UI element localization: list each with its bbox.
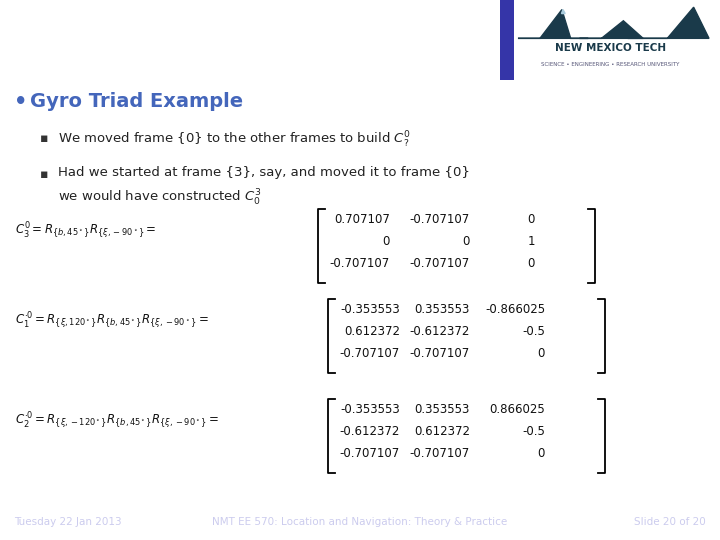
Text: SCIENCE • ENGINEERING • RESEARCH UNIVERSITY: SCIENCE • ENGINEERING • RESEARCH UNIVERS… <box>541 62 680 68</box>
Text: -0.5: -0.5 <box>522 325 545 338</box>
Text: -0.707107: -0.707107 <box>330 257 390 270</box>
Polygon shape <box>562 10 565 14</box>
Text: -0.707107: -0.707107 <box>410 447 470 460</box>
Text: 0.612372: 0.612372 <box>414 425 470 438</box>
Text: -0.707107: -0.707107 <box>410 257 470 270</box>
Text: 0: 0 <box>538 447 545 460</box>
Text: ▪: ▪ <box>40 168 48 181</box>
Text: -0.707107: -0.707107 <box>340 347 400 360</box>
Text: Kinematics – Fixed vs Relative axis rotations: An Example: Kinematics – Fixed vs Relative axis rota… <box>7 52 390 65</box>
Text: Slide 20 of 20: Slide 20 of 20 <box>634 517 706 528</box>
Text: 0.707107: 0.707107 <box>334 213 390 226</box>
Text: 0.353553: 0.353553 <box>415 303 470 316</box>
Text: We moved frame {0} to the other frames to build $C_?^0$: We moved frame {0} to the other frames t… <box>58 130 411 150</box>
Text: -0.866025: -0.866025 <box>485 303 545 316</box>
Text: 0.612372: 0.612372 <box>344 325 400 338</box>
Text: -0.707107: -0.707107 <box>410 347 470 360</box>
Text: NMT EE 570: Location and Navigation: Theory & Practice: NMT EE 570: Location and Navigation: The… <box>212 517 508 528</box>
Text: -0.612372: -0.612372 <box>410 325 470 338</box>
Text: 1: 1 <box>528 235 535 248</box>
Text: $C_3^0 = R_{\{b,45^\circ\}}R_{\{\xi,-90^\circ\}} = $: $C_3^0 = R_{\{b,45^\circ\}}R_{\{\xi,-90^… <box>15 220 156 240</box>
Polygon shape <box>580 21 643 38</box>
Text: 0.353553: 0.353553 <box>415 403 470 416</box>
Text: we would have constructed $C_0^3$: we would have constructed $C_0^3$ <box>58 188 262 208</box>
Text: $C_2^{\cdot 0} = R_{\{\xi,-120^\circ\}}R_{\{b,45^\circ\}}R_{\{\xi,-90^\circ\}} =: $C_2^{\cdot 0} = R_{\{\xi,-120^\circ\}}R… <box>15 410 219 430</box>
Text: $C_1^{\cdot 0} = R_{\{\xi,120^\circ\}}R_{\{b,45^\circ\}}R_{\{\xi,-90^\circ\}} = : $C_1^{\cdot 0} = R_{\{\xi,120^\circ\}}R_… <box>15 310 209 330</box>
Text: Tuesday 22 Jan 2013: Tuesday 22 Jan 2013 <box>14 517 122 528</box>
Text: Had we started at frame {3}, say, and moved it to frame {0}: Had we started at frame {3}, say, and mo… <box>58 166 470 179</box>
Text: -0.612372: -0.612372 <box>340 425 400 438</box>
Text: 0: 0 <box>528 257 535 270</box>
Text: -0.707107: -0.707107 <box>410 213 470 226</box>
Text: 0: 0 <box>463 235 470 248</box>
Text: NEW MEXICO TECH: NEW MEXICO TECH <box>554 43 666 53</box>
Bar <box>500 0 513 80</box>
Text: 0: 0 <box>538 347 545 360</box>
Polygon shape <box>518 10 588 38</box>
Text: 0.866025: 0.866025 <box>490 403 545 416</box>
Text: Navigation Mathematics :: Navigation Mathematics : <box>7 18 259 36</box>
Text: -0.353553: -0.353553 <box>341 403 400 416</box>
Polygon shape <box>628 7 709 38</box>
Text: 0: 0 <box>382 235 390 248</box>
Text: -0.353553: -0.353553 <box>341 303 400 316</box>
Text: •: • <box>14 92 27 112</box>
Text: Gyro Triad Example: Gyro Triad Example <box>30 92 243 111</box>
Text: 0: 0 <box>528 213 535 226</box>
Text: ▪: ▪ <box>40 132 48 145</box>
Text: -0.707107: -0.707107 <box>340 447 400 460</box>
Text: -0.5: -0.5 <box>522 425 545 438</box>
